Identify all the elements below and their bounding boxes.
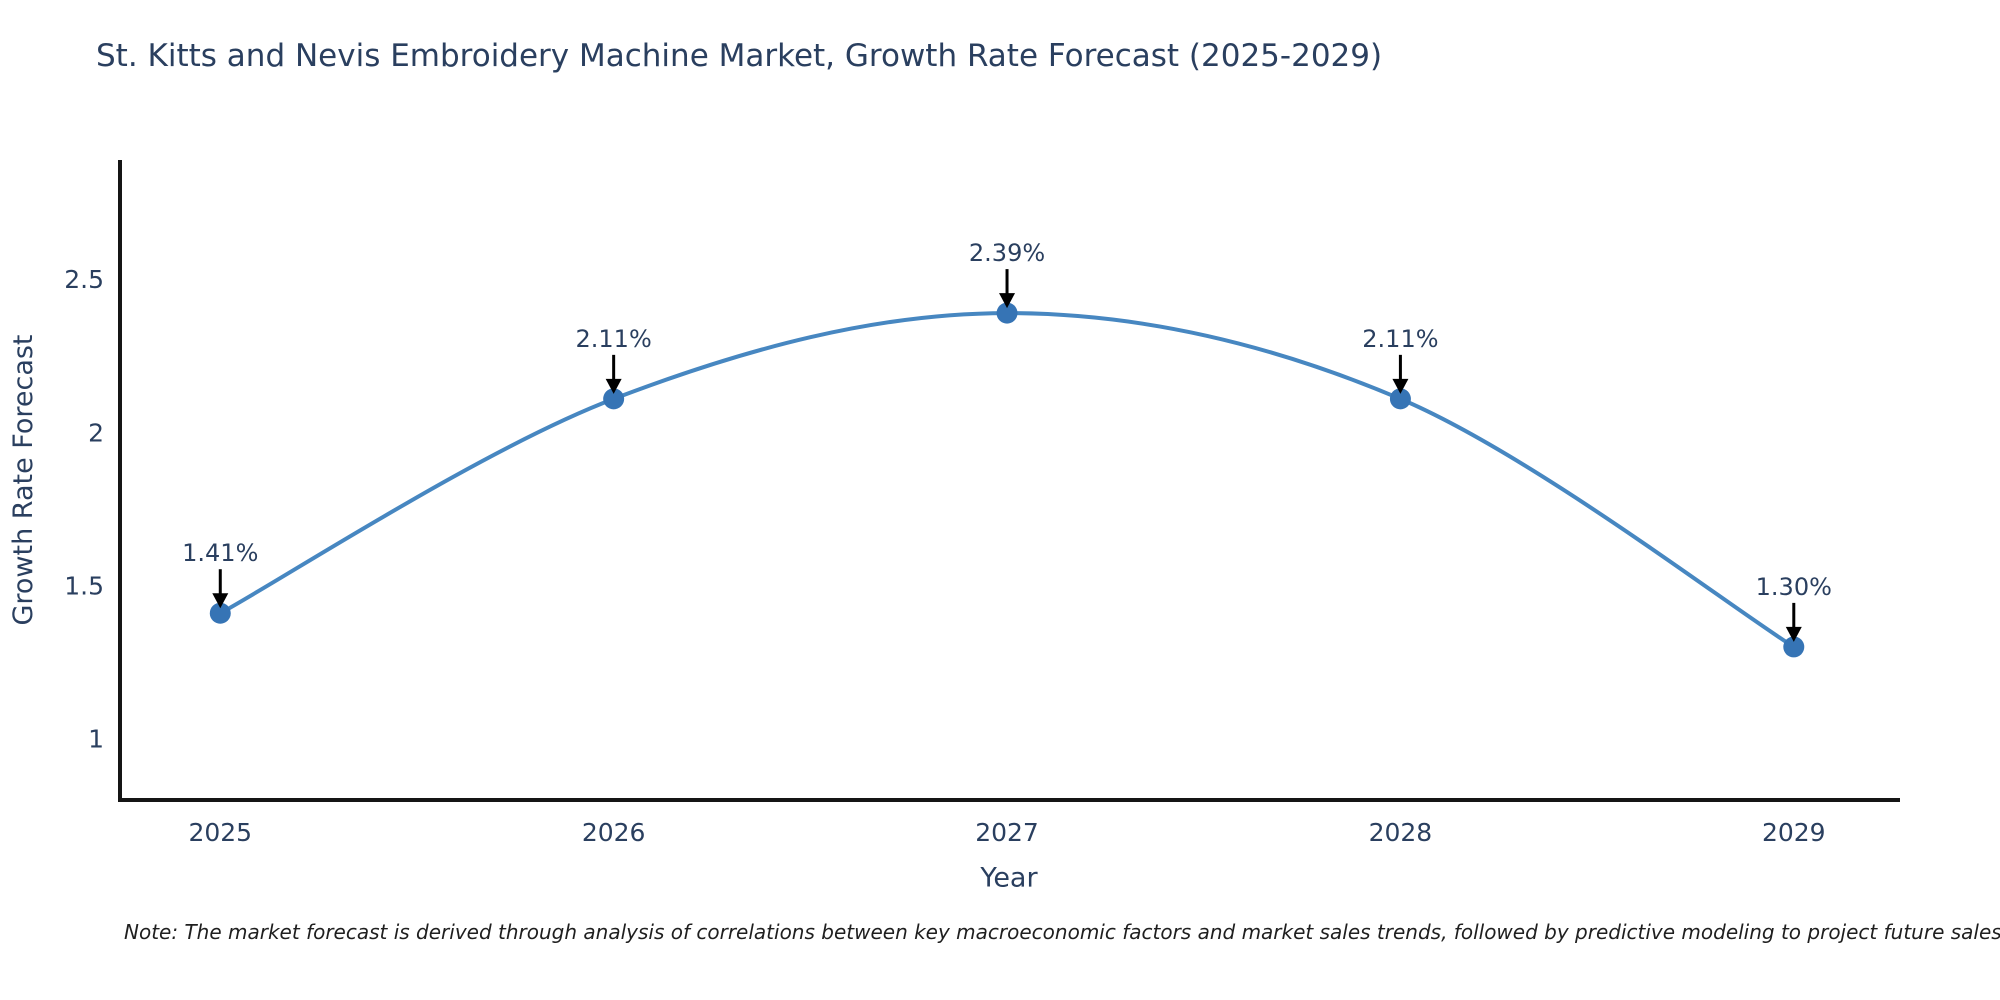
x-tick-label-2025: 2025 (188, 818, 252, 847)
y-tick-label-1: 1 (88, 725, 104, 754)
annotation-arrow-head-2028 (1392, 378, 1409, 394)
data-point-2027[interactable] (996, 302, 1018, 324)
annotation-label-2027: 2.39% (969, 239, 1045, 267)
data-point-2028[interactable] (1389, 388, 1411, 410)
annotation-label-2026: 2.11% (576, 325, 652, 353)
data-point-2029[interactable] (1783, 636, 1805, 658)
data-point-2025[interactable] (209, 602, 231, 624)
data-point-2026[interactable] (603, 388, 625, 410)
annotation-arrow-head-2026 (605, 378, 622, 394)
footnote: Note: The market forecast is derived thr… (124, 920, 2000, 944)
annotation-label-2029: 1.30% (1756, 573, 1832, 601)
x-tick-label-2026: 2026 (582, 818, 646, 847)
x-tick-label-2029: 2029 (1762, 818, 1826, 847)
y-tick-label-1.5: 1.5 (64, 571, 104, 600)
annotation-label-2028: 2.11% (1362, 325, 1438, 353)
annotation-arrow-head-2027 (999, 293, 1016, 309)
x-tick-label-2027: 2027 (975, 818, 1039, 847)
annotation-label-2025: 1.41% (182, 539, 258, 567)
x-tick-label-2028: 2028 (1369, 818, 1433, 847)
series-line (218, 311, 1796, 649)
annotation-arrow-head-2029 (1785, 626, 1802, 642)
y-tick-label-2.5: 2.5 (64, 265, 104, 294)
x-axis-title: Year (979, 862, 1038, 893)
y-axis-title: Growth Rate Forecast (8, 334, 39, 625)
chart-title: St. Kitts and Nevis Embroidery Machine M… (96, 38, 1383, 74)
annotation-arrow-head-2025 (212, 593, 229, 609)
y-tick-label-2: 2 (88, 418, 104, 447)
